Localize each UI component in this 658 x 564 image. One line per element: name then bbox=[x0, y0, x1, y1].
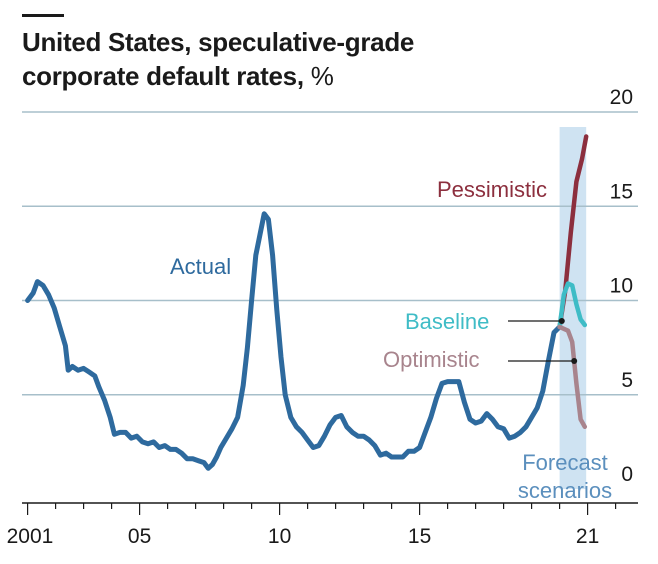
series-baseline-line bbox=[557, 281, 588, 330]
series-optimistic-line bbox=[557, 324, 588, 430]
label-scenarios: scenarios bbox=[518, 478, 612, 503]
top-rule bbox=[22, 14, 64, 17]
x-tick-label-10: 10 bbox=[268, 525, 291, 548]
title-text: United States, speculative-grade corpora… bbox=[22, 27, 415, 91]
series-lines bbox=[25, 134, 589, 471]
y-tick-label-15: 15 bbox=[610, 180, 633, 203]
label-actual: Actual bbox=[170, 254, 231, 279]
label-pessimistic: Pessimistic bbox=[437, 177, 547, 202]
x-tick-label-05: 05 bbox=[128, 525, 151, 548]
y-axis-ticks: 0 5 10 15 20 bbox=[610, 86, 633, 486]
label-baseline: Baseline bbox=[405, 309, 489, 334]
chart-title: United States, speculative-grade corpora… bbox=[22, 25, 462, 93]
gridlines bbox=[22, 111, 638, 396]
label-optimistic: Optimistic bbox=[383, 347, 480, 372]
leader-optimistic-dot bbox=[571, 358, 578, 364]
x-tick-label-15: 15 bbox=[408, 525, 431, 548]
x-tick-label-2001: 2001 bbox=[7, 525, 54, 548]
leader-baseline-dot bbox=[558, 318, 565, 324]
leader-lines bbox=[508, 318, 578, 364]
y-tick-label-20: 20 bbox=[610, 86, 633, 109]
series-actual-line bbox=[25, 211, 563, 471]
label-forecast: Forecast bbox=[522, 450, 608, 475]
y-tick-label-0: 0 bbox=[621, 463, 633, 486]
x-axis-ticks: 2001 05 10 15 21 bbox=[7, 503, 617, 548]
y-tick-label-10: 10 bbox=[610, 275, 633, 298]
x-tick-label-21: 21 bbox=[576, 525, 599, 548]
y-tick-label-5: 5 bbox=[621, 369, 633, 392]
title-unit: % bbox=[310, 61, 334, 91]
